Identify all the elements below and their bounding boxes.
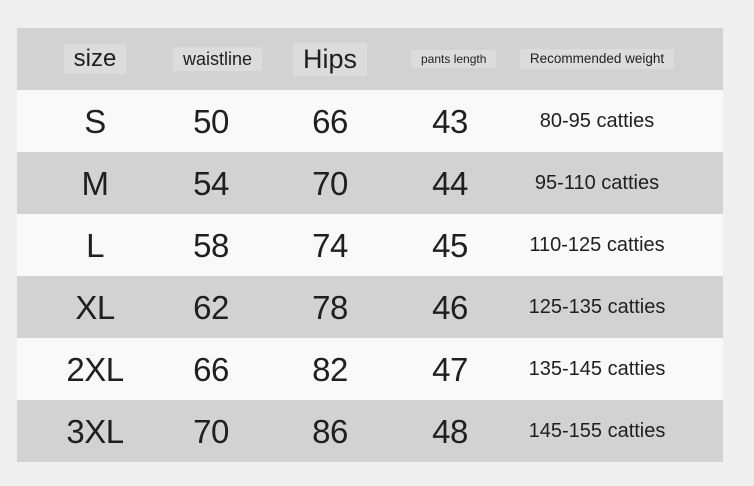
header-cell-recommended-weight: Recommended weight bbox=[489, 49, 705, 69]
cell-recommended-weight: 125-135 catties bbox=[528, 296, 666, 318]
header-pants-length-label: pants length bbox=[411, 50, 497, 68]
header-waistline-label: waistline bbox=[173, 47, 263, 71]
size-chart-table: size waistline Hips pants length Recomme… bbox=[17, 28, 723, 462]
cell-waistline: 50 bbox=[193, 102, 229, 140]
header-hips-label: Hips bbox=[292, 42, 367, 76]
cell-recommended-weight: 110-125 catties bbox=[529, 234, 665, 256]
header-cell-hips: Hips bbox=[249, 42, 411, 76]
header-cell-waistline: waistline bbox=[173, 47, 263, 71]
cell-size: L bbox=[86, 226, 104, 264]
header-cell-pants-length: pants length bbox=[411, 50, 497, 68]
cell-hips: 86 bbox=[312, 412, 348, 450]
cell-recommended-weight: 95-110 catties bbox=[534, 172, 660, 194]
cell-size: 2XL bbox=[66, 350, 124, 388]
cell-hips: 74 bbox=[312, 226, 348, 264]
cell-waistline: 58 bbox=[193, 226, 229, 264]
cell-recommended-weight: 80-95 catties bbox=[539, 110, 655, 132]
cell-size: S bbox=[84, 102, 106, 140]
cell-size: 3XL bbox=[66, 412, 124, 450]
cell-pants-length: 47 bbox=[432, 350, 468, 388]
cell-waistline: 54 bbox=[193, 164, 229, 202]
cell-hips: 66 bbox=[312, 102, 348, 140]
header-size-label: size bbox=[63, 44, 127, 74]
table-row-2xl: 2XL 66 82 47 135-145 catties bbox=[17, 338, 723, 400]
cell-size: XL bbox=[75, 288, 115, 326]
table-row-xl: XL 62 78 46 125-135 catties bbox=[17, 276, 723, 338]
cell-recommended-weight: 135-145 catties bbox=[528, 358, 666, 380]
header-recommended-weight-label: Recommended weight bbox=[519, 49, 675, 69]
cell-waistline: 70 bbox=[193, 412, 229, 450]
cell-pants-length: 48 bbox=[432, 412, 468, 450]
cell-pants-length: 46 bbox=[432, 288, 468, 326]
cell-waistline: 62 bbox=[193, 288, 229, 326]
cell-recommended-weight: 145-155 catties bbox=[528, 420, 666, 442]
cell-pants-length: 43 bbox=[432, 102, 468, 140]
cell-pants-length: 44 bbox=[432, 164, 468, 202]
cell-pants-length: 45 bbox=[432, 226, 468, 264]
cell-waistline: 66 bbox=[193, 350, 229, 388]
table-row-l: L 58 74 45 110-125 catties bbox=[17, 214, 723, 276]
cell-hips: 82 bbox=[312, 350, 348, 388]
cell-hips: 78 bbox=[312, 288, 348, 326]
header-cell-size: size bbox=[17, 44, 173, 74]
table-row-m: M 54 70 44 95-110 catties bbox=[17, 152, 723, 214]
table-row-3xl: 3XL 70 86 48 145-155 catties bbox=[17, 400, 723, 462]
cell-size: M bbox=[81, 164, 110, 202]
table-row-s: S 50 66 43 80-95 catties bbox=[17, 90, 723, 152]
table-header-row: size waistline Hips pants length Recomme… bbox=[17, 28, 723, 90]
cell-hips: 70 bbox=[312, 164, 348, 202]
